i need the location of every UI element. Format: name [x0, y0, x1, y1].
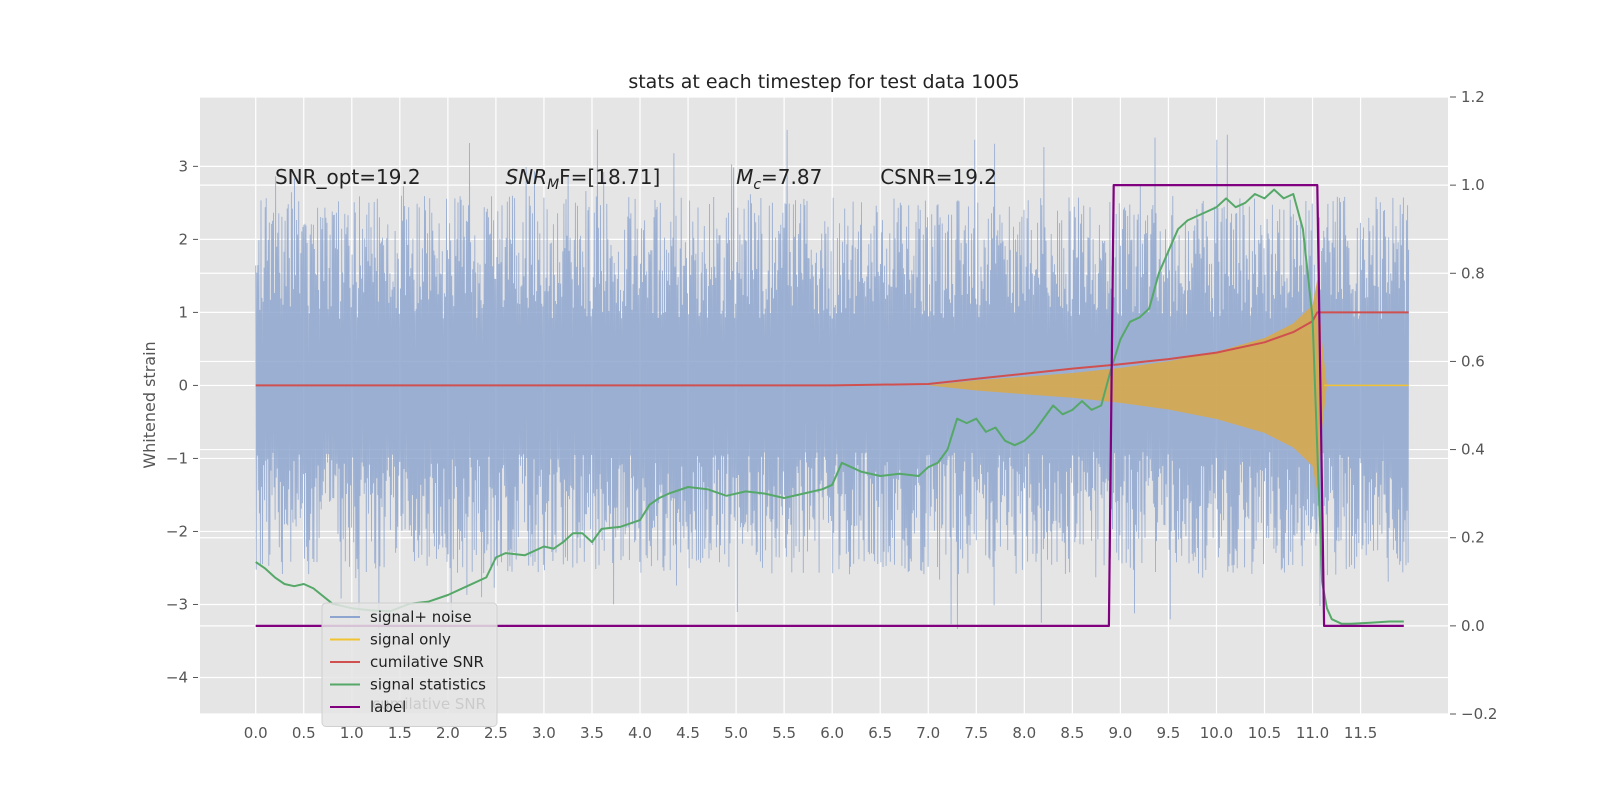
- x-tick-label: 11.0: [1296, 724, 1329, 742]
- y2-tick-label: 1.2: [1461, 88, 1485, 106]
- y2-tick-label: 0.2: [1461, 529, 1485, 547]
- x-tick-label: 10.0: [1200, 724, 1233, 742]
- annotation-suffix: =7.87: [761, 165, 822, 189]
- x-tick-label: 9.5: [1156, 724, 1180, 742]
- y2-tick-label: −0.2: [1461, 705, 1497, 723]
- y-tick-label: −1: [166, 449, 188, 467]
- y2-tick-label: 0.0: [1461, 617, 1485, 635]
- x-tick-label: 6.0: [820, 724, 844, 742]
- annotation-1: SNR_opt=19.2: [275, 165, 421, 189]
- y2-tick-label: 0.4: [1461, 441, 1485, 459]
- y2-tick-label: 0.8: [1461, 264, 1485, 282]
- x-tick-label: 0.5: [292, 724, 316, 742]
- x-tick-label: 9.0: [1108, 724, 1132, 742]
- x-tick-label: 7.0: [916, 724, 940, 742]
- x-tick-label: 5.5: [772, 724, 796, 742]
- annotations: SNR_opt=19.2 SNRMF=[18.71] Mc=7.87 CSNR=19.…: [275, 165, 997, 193]
- y2-axis-ticks: 1.2 1.0 0.8 0.6 0.4 0.2 0.0 −0.2: [1450, 88, 1497, 723]
- x-tick-label: 8.5: [1060, 724, 1084, 742]
- x-tick-label: 1.0: [340, 724, 364, 742]
- x-tick-label: 1.5: [388, 724, 412, 742]
- annotation-2: SNRMF=[18.71]: [506, 165, 661, 193]
- legend-box: [321, 602, 498, 727]
- x-tick-label: 8.0: [1012, 724, 1036, 742]
- chart-title: stats at each timestep for test data 100…: [628, 71, 1019, 93]
- x-tick-label: 0.0: [244, 724, 268, 742]
- y-tick-label: 0: [178, 376, 188, 394]
- legend-label: signal+ noise: [370, 608, 472, 626]
- annotation-suffix: F=[18.71]: [559, 165, 660, 189]
- series-cumulative-snr: [255, 311, 1409, 387]
- series-layer: [255, 129, 1410, 630]
- x-tick-label: 2.5: [484, 724, 508, 742]
- annotation-sub: c: [753, 177, 761, 193]
- x-tick-label: 7.5: [964, 724, 988, 742]
- x-tick-label: 2.0: [436, 724, 460, 742]
- y-tick-label: −4: [166, 668, 188, 686]
- x-tick-label: 3.0: [532, 724, 556, 742]
- x-axis-ticks: 0.0 0.5 1.0 1.5 2.0 2.5 3.0 3.5 4.0 4.5 5.0 5.5 6.0 6…: [244, 724, 1377, 742]
- series-label: [255, 184, 1404, 627]
- y-axis-label: Whitened strain: [140, 341, 159, 468]
- annotation-sub: M: [547, 177, 559, 193]
- legend-label: signal statistics: [370, 676, 486, 694]
- y-axis-ticks: 3 2 1 0 −1 −2 −3 −4: [166, 157, 198, 686]
- y-tick-label: −2: [166, 522, 188, 540]
- legend-label: label: [370, 698, 406, 716]
- y2-tick-label: 0.6: [1461, 352, 1485, 370]
- legend-label: signal only: [370, 631, 451, 649]
- legend: cumilative SNR signal+ noise signal only cu…: [321, 602, 498, 727]
- x-tick-label: 11.5: [1344, 724, 1377, 742]
- x-tick-label: 4.0: [628, 724, 652, 742]
- series-signal-statistics: [255, 188, 1404, 625]
- y-tick-label: 3: [178, 157, 188, 175]
- legend-label: cumilative SNR: [370, 653, 484, 671]
- y-tick-label: −3: [166, 595, 188, 613]
- x-tick-label: 3.5: [580, 724, 604, 742]
- x-tick-label: 4.5: [676, 724, 700, 742]
- annotation-3: Mc=7.87: [736, 165, 822, 193]
- annotation-main: SNR: [506, 165, 548, 189]
- y-tick-label: 1: [178, 303, 188, 321]
- legend-ghost-text: cumilative SNR: [372, 695, 486, 713]
- annotation-main: M: [736, 165, 753, 189]
- y2-tick-label: 1.0: [1461, 176, 1485, 194]
- x-tick-label: 6.5: [868, 724, 892, 742]
- y-tick-label: 2: [178, 230, 188, 248]
- annotation-4: CSNR=19.2: [880, 165, 997, 189]
- x-tick-label: 5.0: [724, 724, 748, 742]
- x-tick-label: 10.5: [1248, 724, 1281, 742]
- series-signal-only: [928, 279, 1409, 492]
